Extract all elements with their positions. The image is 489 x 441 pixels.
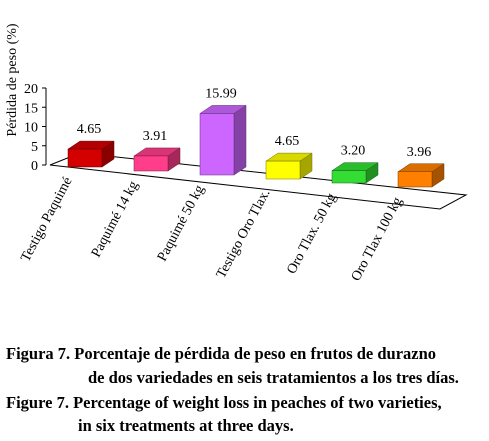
bar-front [397,171,433,188]
bar [67,140,115,168]
x-tick-label: Testigo Oro Tlax. [214,187,274,281]
bar [397,163,445,188]
caption-es-line-1: Figura 7. Porcentaje de pérdida de peso … [6,344,437,363]
bar [133,147,181,172]
data-label: 3.96 [407,145,432,160]
bar-front [67,148,103,168]
data-label: 4.65 [275,134,300,149]
y-tick-label: 20 [24,82,38,97]
caption-es-line-2: de dos variedades en seis tratamientos a… [88,368,459,387]
y-tick-label: 5 [31,140,38,155]
bar-chart-3d: 0 5 10 15 20 4.65 3.91 15.99 4.65 3.20 3.96 Testi… [5,23,468,284]
bar [265,152,313,180]
y-tick-label: 0 [31,159,38,174]
y-tick-label: 10 [24,121,38,136]
y-axis: 0 5 10 15 20 [24,82,47,174]
y-tick-label: 15 [24,101,38,116]
x-axis-tick-labels: Testigo Paquimé Paquimé 14 kg Paquimé 50 k… [18,175,405,284]
bar-front [331,170,367,184]
bar-front [133,155,169,172]
data-label: 3.91 [143,129,168,144]
x-tick-label: Oro Tlax 100 kg [349,195,406,284]
x-tick-label: Paquimé 50 kg [155,183,208,264]
bars [67,104,445,188]
data-label: 4.65 [77,122,102,137]
bar-side [233,104,247,176]
value-labels: 4.65 3.91 15.99 4.65 3.20 3.96 [77,86,432,159]
data-label: 3.20 [341,144,366,159]
bar [331,162,379,184]
y-axis-label: Pérdida de peso (%) [5,23,20,136]
bar-front [265,160,301,180]
data-label: 15.99 [205,86,237,101]
caption-en-line-2: in six treatments at three days. [78,416,294,435]
bar [199,104,247,176]
x-tick-label: Testigo Paquimé [18,175,75,265]
x-tick-label: Paquimé 14 kg [89,179,142,260]
bar-front [199,113,235,176]
x-tick-label: Oro Tlax. 50 kg [284,191,339,277]
caption-en-line-1: Figure 7. Percentage of weight loss in p… [6,393,442,412]
